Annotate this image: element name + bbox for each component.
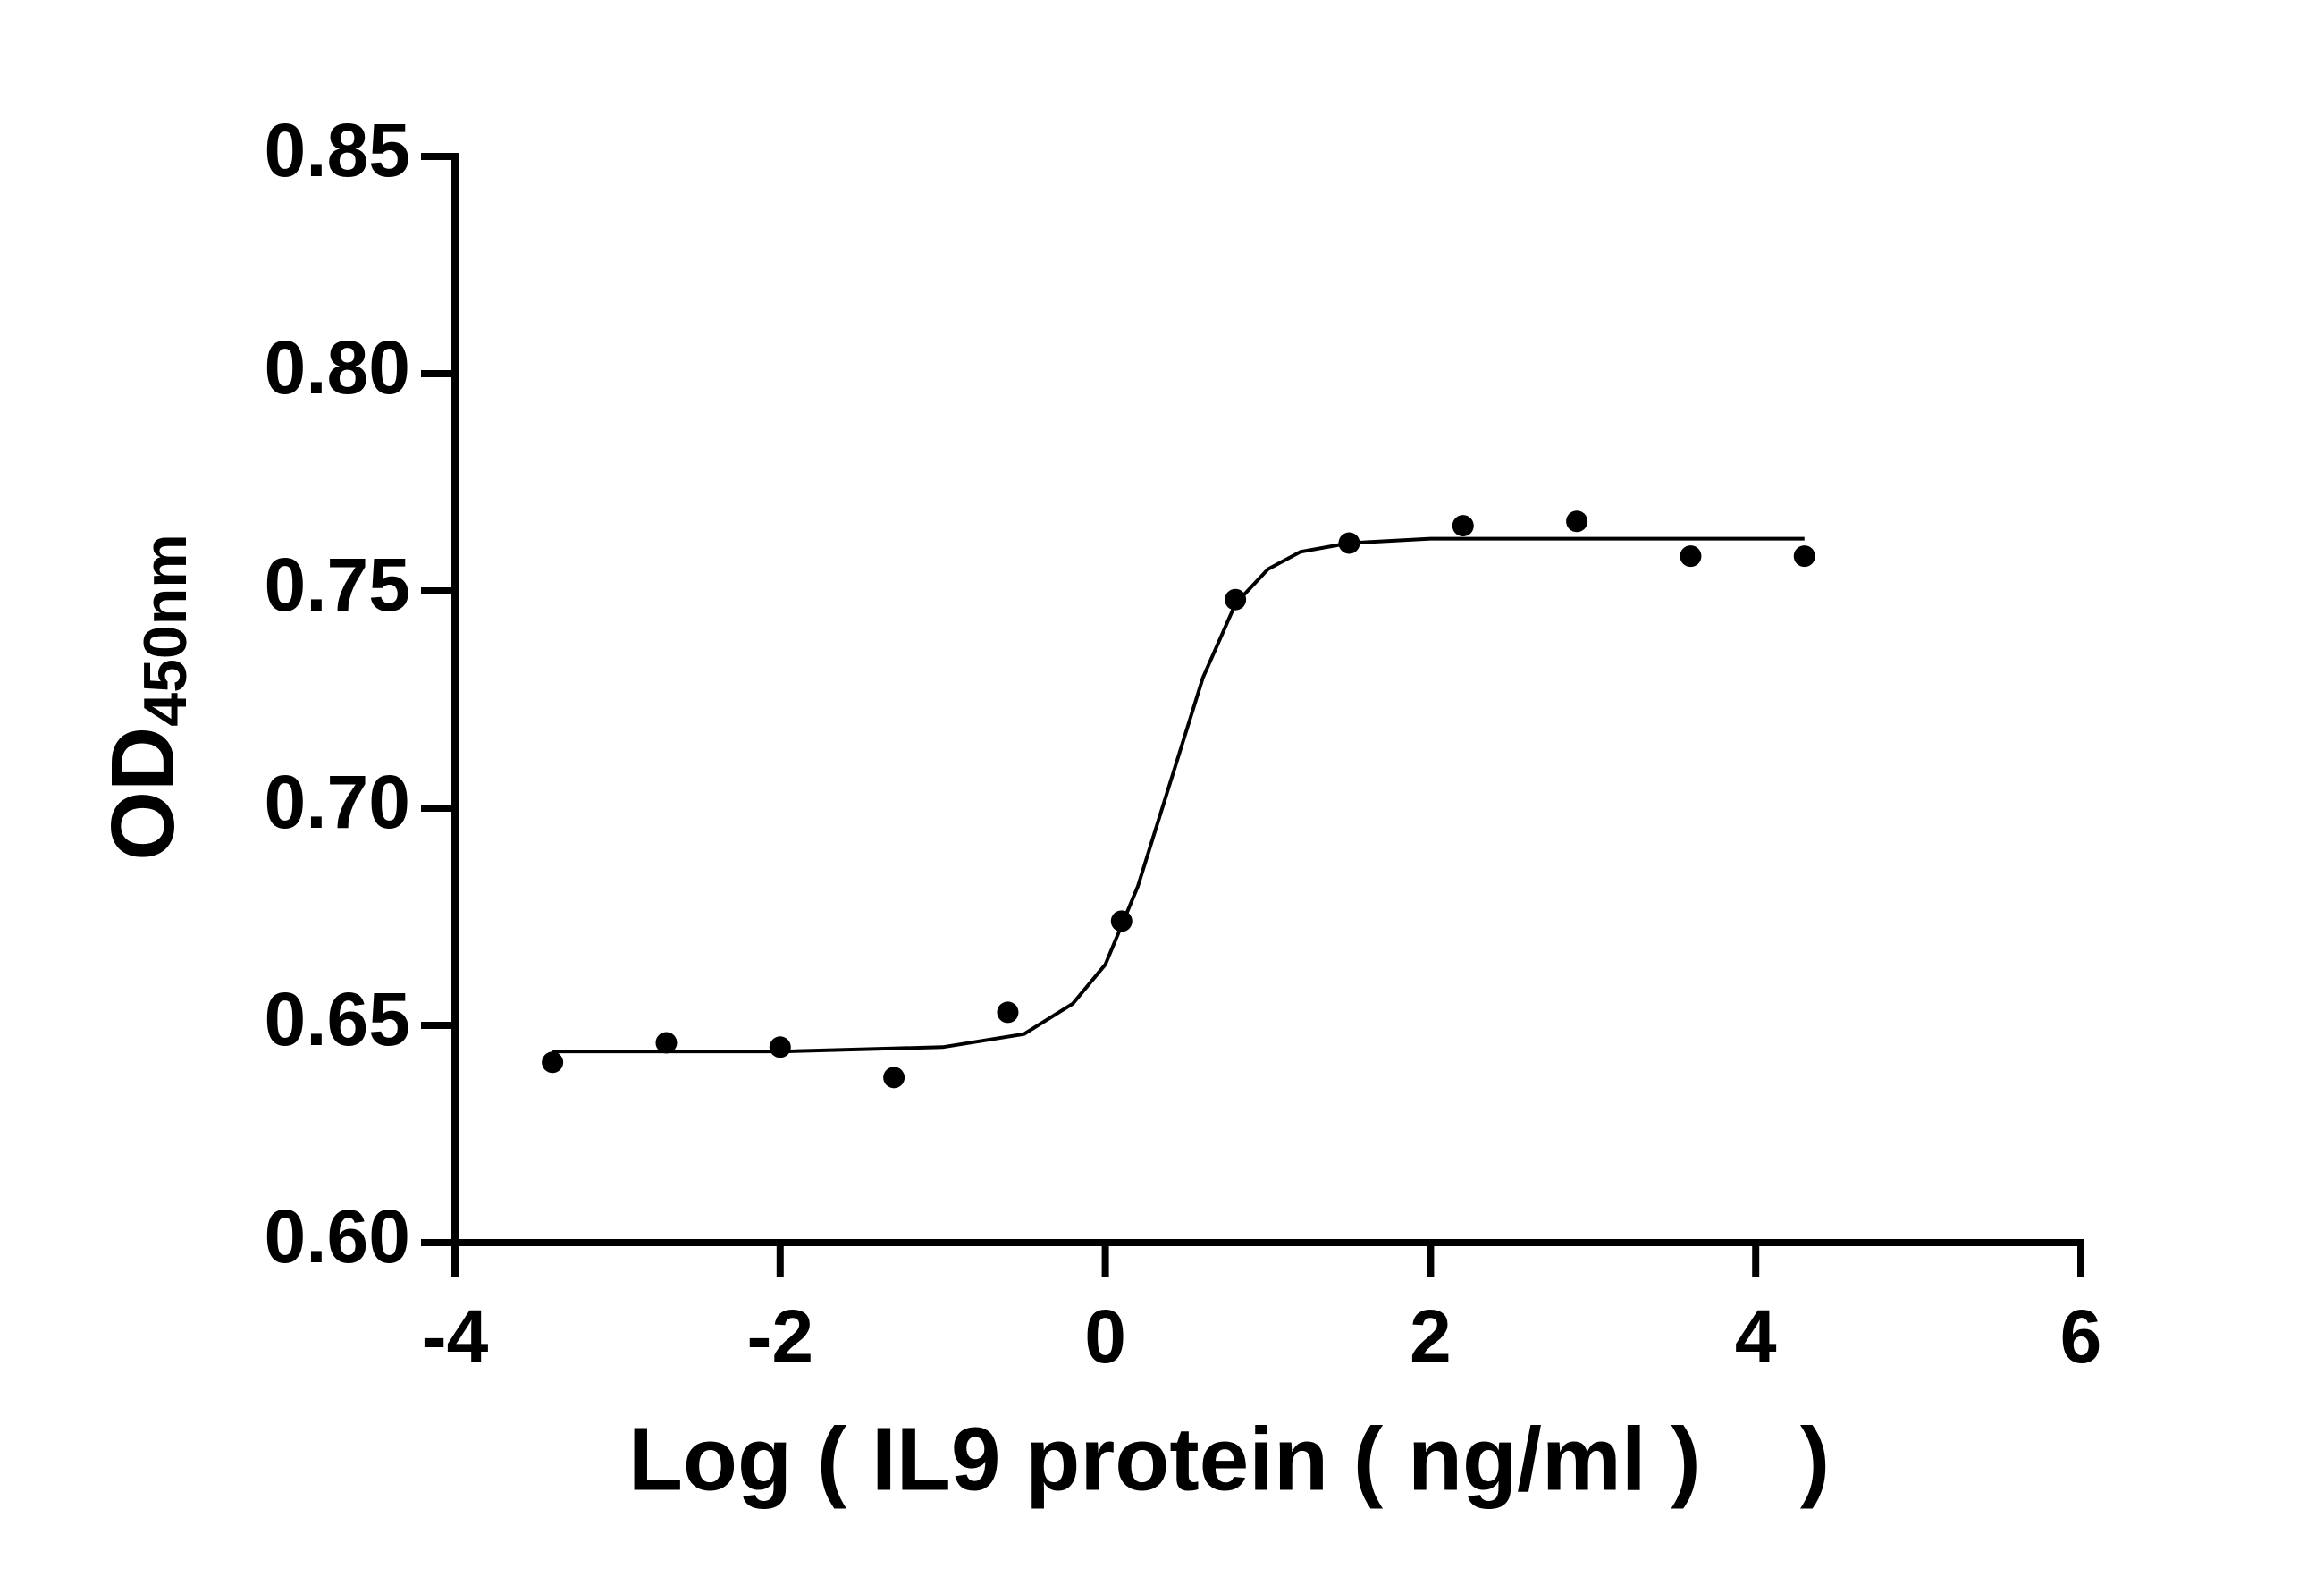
data-point — [1566, 510, 1588, 533]
y-tick-label: 0.85 — [265, 108, 411, 192]
data-point — [997, 1001, 1019, 1024]
fit-curve — [552, 536, 1805, 1054]
x-tick-label: 0 — [1084, 1294, 1126, 1378]
y-tick-label: 0.75 — [265, 543, 411, 627]
data-point — [1793, 545, 1815, 568]
y-axis-label-main: OD — [93, 727, 193, 861]
x-axis-label: Log ( IL9 protein ( ng/ml ) ) — [628, 1409, 1830, 1509]
x-tick-label: -2 — [746, 1294, 813, 1378]
data-point — [769, 1036, 791, 1058]
data-point — [1452, 515, 1474, 537]
y-tick-label: 0.70 — [265, 760, 411, 844]
x-tick-label: 6 — [2060, 1294, 2102, 1378]
y-axis-label-sub: 450nm — [131, 534, 199, 726]
data-point — [883, 1067, 905, 1089]
x-tick-label: 4 — [1735, 1294, 1777, 1378]
y-tick-label: 0.80 — [265, 325, 411, 409]
y-tick-label: 0.60 — [265, 1194, 411, 1278]
x-tick-label: 2 — [1410, 1294, 1452, 1378]
data-point — [1225, 588, 1247, 611]
y-tick-label: 0.65 — [265, 977, 411, 1061]
y-axis-label: OD450nm — [93, 534, 199, 860]
x-tick-label: -4 — [422, 1294, 489, 1378]
data-point — [655, 1032, 678, 1054]
data-point — [542, 1051, 564, 1074]
data-point — [1680, 545, 1702, 568]
